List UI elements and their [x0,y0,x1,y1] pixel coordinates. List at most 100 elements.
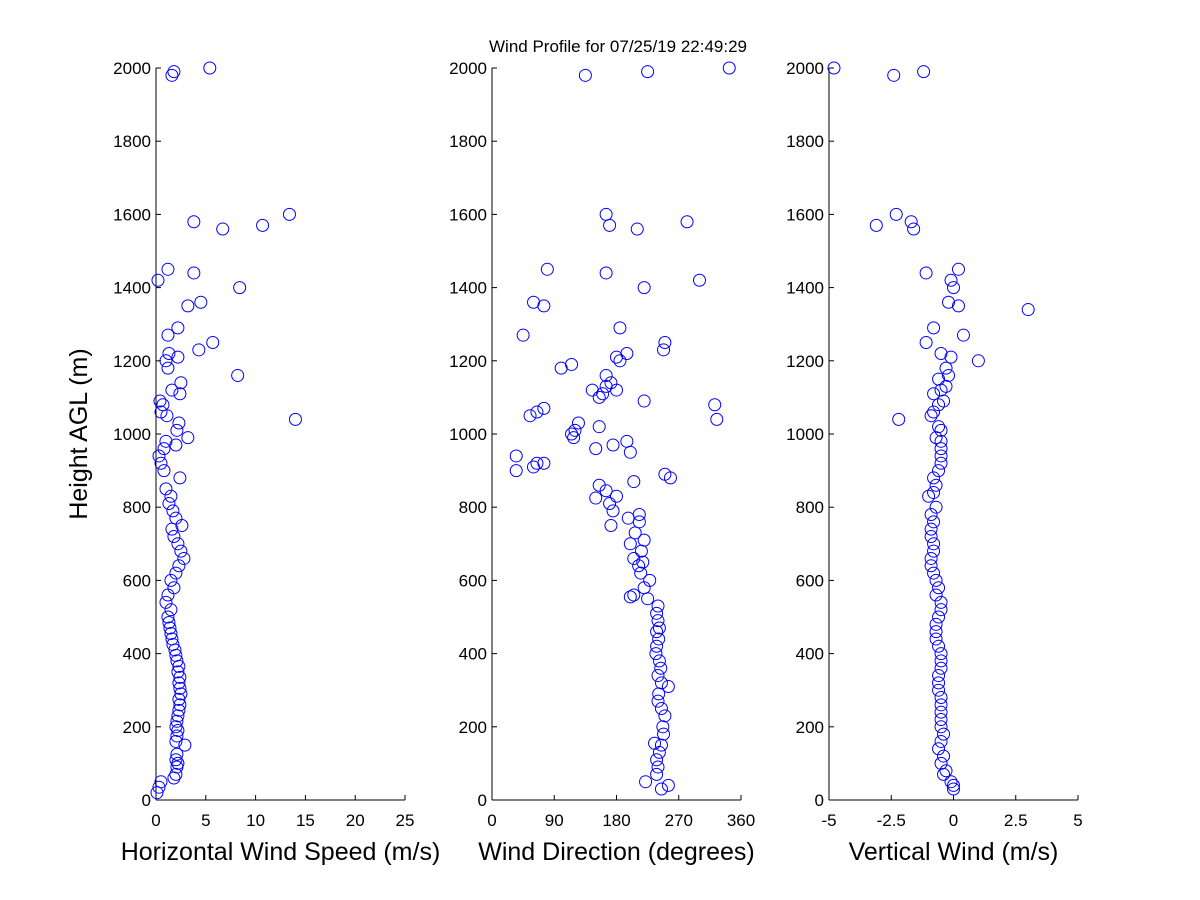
data-point [604,376,618,390]
x-tick-label: 270 [665,811,693,830]
data-point [170,729,184,743]
data-point [613,321,627,335]
y-tick-label: 0 [815,791,824,810]
data-point [282,207,296,221]
data-point [929,617,943,631]
data-point [172,559,186,573]
data-point [932,639,946,653]
data-point [589,442,603,456]
data-point [159,434,173,448]
data-point [951,262,965,276]
data-point [929,632,943,646]
data-point [934,423,948,437]
data-point [592,390,606,404]
data-point [934,346,948,360]
data-point [216,222,230,236]
data-point [654,661,668,675]
data-point [527,295,540,309]
data-point [181,431,195,445]
data-point [654,738,668,752]
data-point [170,654,184,668]
data-point [288,412,302,426]
data-point [161,262,175,276]
data-point [170,747,184,761]
data-point [187,266,201,280]
data-point [934,698,948,712]
x-tick-label: 0 [151,811,160,830]
y-tick-label: 600 [123,571,151,590]
data-point [680,215,694,229]
x-tick-label: 20 [346,811,365,830]
data-point [652,621,666,635]
data-point [173,698,187,712]
data-point [530,456,544,470]
data-point [649,647,663,661]
data-point [231,368,245,382]
data-point [172,692,186,706]
data-point [887,68,901,82]
data-point [509,464,523,478]
data-point [161,610,175,624]
data-point [947,778,960,792]
data-point [922,489,936,503]
data-point [194,295,208,309]
data-point [924,559,938,573]
x-tick-label: 0 [949,811,958,830]
data-point [661,778,675,792]
y-tick-label: 2000 [113,59,151,78]
y-tick-label: 1800 [449,132,487,151]
y-tick-label: 1000 [786,425,824,444]
data-point [167,65,181,79]
data-point [540,262,554,276]
data-point [942,295,956,309]
data-point [934,712,948,726]
data-point [181,299,195,313]
data-point [167,529,181,543]
data-point [163,621,177,635]
data-point [192,343,206,357]
data-point [944,273,958,287]
data-point [827,61,841,75]
data-point [165,68,179,82]
data-point [169,753,183,767]
data-point [172,416,186,430]
data-point [939,764,953,778]
data-point [162,615,176,629]
data-point [651,599,665,613]
y-tick-label: 1400 [786,279,824,298]
x-tick-label: 5 [201,811,210,830]
data-point [932,464,946,478]
data-point [169,734,183,748]
data-point [173,471,187,485]
data-point [173,387,187,401]
data-point [942,368,956,382]
data-point [157,464,171,478]
data-point [939,361,953,375]
data-point [620,434,634,448]
data-point [171,350,185,364]
data-point [171,665,185,679]
vertical-wind-plot: 0 200 400 600 800 1000 1200 1400 1600 1800 2000 -5 -… [786,59,1083,866]
data-point [159,482,173,496]
data-point [157,442,171,456]
y-tick-label: 2000 [786,59,824,78]
data-point [177,551,191,565]
data-point [606,504,620,518]
y-tick-label: 200 [796,718,824,737]
y-tick-label: 1400 [449,279,487,298]
data-point [637,394,651,408]
data-point [919,266,933,280]
data-point [932,581,946,595]
data-point [530,405,544,419]
data-point [907,222,921,236]
y-tick-label: 0 [478,791,487,810]
data-point [658,336,672,349]
y-tick-label: 800 [123,498,151,517]
data-point [927,387,941,401]
data-point [924,409,938,423]
y-tick-label: 0 [142,791,151,810]
data-point [161,328,175,342]
data-point [610,489,623,503]
data-point [951,299,965,313]
data-point [919,336,933,349]
